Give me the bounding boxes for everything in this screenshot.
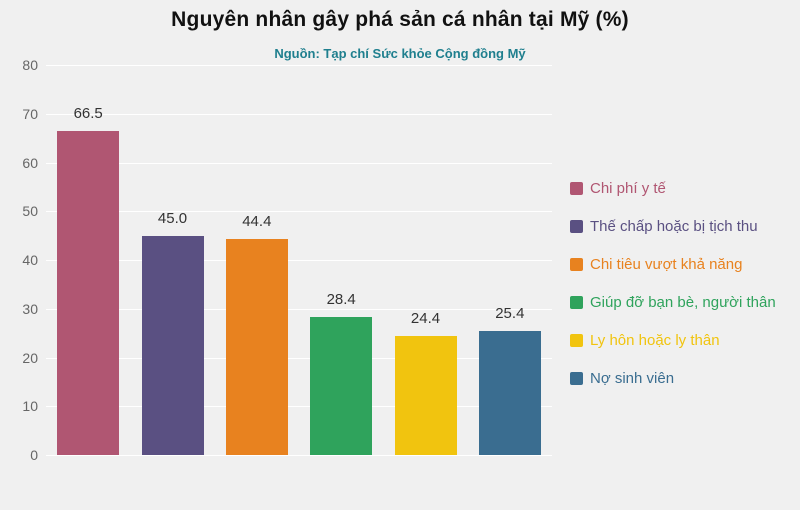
chart-subtitle: Nguồn: Tạp chí Sức khỏe Cộng đồng Mỹ [274,46,526,61]
y-axis-tick-label: 30 [22,300,38,317]
gridline [46,211,552,213]
gridline [46,308,552,310]
y-axis-tick-label: 50 [22,203,38,220]
legend-item-1[interactable]: Chi phí y tế [570,180,776,197]
bar-value-label: 44.4 [242,212,272,230]
legend-swatch [570,182,583,195]
legend-item-6[interactable]: Nợ sinh viên [570,370,776,387]
gridline [46,65,552,66]
gridline [46,162,552,164]
legend-swatch [570,372,583,385]
bar-5[interactable] [394,336,457,455]
y-axis-tick-label: 80 [22,57,38,73]
legend-label: Giúp đỡ bạn bè, người thân [590,294,776,311]
y-axis-tick-label: 10 [22,398,38,415]
legend-label: Chi phí y tế [590,180,666,197]
bar-6[interactable] [478,331,541,455]
bar-2[interactable] [141,235,204,455]
y-axis-tick-label: 0 [30,447,38,463]
gridline [46,113,552,115]
legend-item-5[interactable]: Ly hôn hoặc ly thân [570,332,776,349]
legend-swatch [570,220,583,233]
legend-label: Nợ sinh viên [590,370,675,387]
bar-3[interactable] [225,238,288,455]
bar-value-label: 66.5 [73,104,103,122]
legend-swatch [570,258,583,271]
bar-value-label: 45.0 [157,209,188,227]
y-axis-tick-label: 20 [22,349,38,366]
legend-swatch [570,334,583,347]
bar-value-label: 28.4 [326,290,356,308]
bar-value-label: 24.4 [410,310,441,328]
gridline [46,406,552,408]
gridline [46,455,552,456]
legend-swatch [570,296,583,309]
legend-item-4[interactable]: Giúp đỡ bạn bè, người thân [570,294,776,311]
bar-1[interactable] [57,130,120,455]
legend: Chi phí y tế Thế chấp hoặc bị tịch thu Chi… [570,180,776,408]
legend-item-2[interactable]: Thế chấp hoặc bị tịch thu [570,218,776,235]
bar-value-label: 25.4 [495,305,525,323]
legend-item-3[interactable]: Chi tiêu vượt khả năng [570,256,776,273]
bar-4[interactable] [310,316,373,455]
legend-label: Thế chấp hoặc bị tịch thu [590,218,758,235]
y-axis-tick-label: 40 [22,252,38,268]
legend-label: Chi tiêu vượt khả năng [590,256,743,273]
gridline [46,357,552,359]
y-axis-tick-label: 70 [22,105,38,122]
y-axis-tick-label: 60 [22,154,38,171]
legend-label: Ly hôn hoặc ly thân [590,332,720,349]
chart-title: Nguyên nhân gây phá sản cá nhân tại Mỹ (… [171,8,629,31]
gridline [46,260,552,261]
